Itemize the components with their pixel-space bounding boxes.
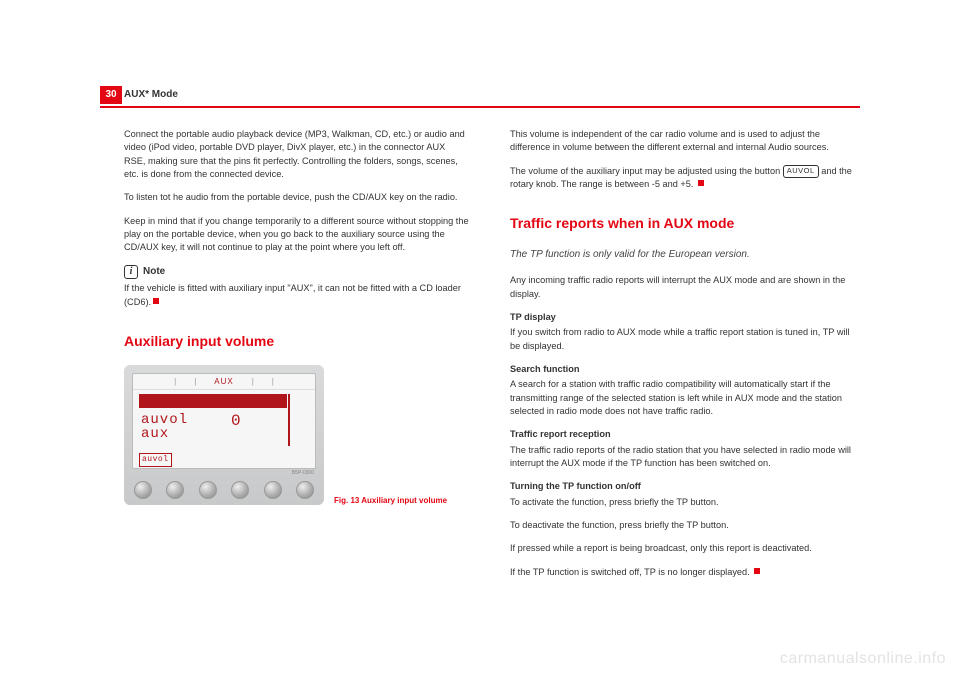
end-marker-icon <box>698 180 704 186</box>
watermark: carmanualsonline.info <box>780 650 946 668</box>
highlight-bar <box>139 394 287 408</box>
knob-icon <box>166 481 184 499</box>
section-subtitle: The TP function is only valid for the Eu… <box>510 248 855 263</box>
tab-aux: AUX <box>214 376 233 388</box>
body-text: Any incoming traffic radio reports will … <box>510 274 855 301</box>
body-text: To activate the function, press briefly … <box>510 496 855 509</box>
knob-icon <box>264 481 282 499</box>
sub-heading: TP display <box>510 311 855 324</box>
screen-main: auvol 0 aux <box>133 390 315 452</box>
body-text: A search for a station with traffic radi… <box>510 378 855 418</box>
note-label: Note <box>143 265 165 280</box>
screen-vbar <box>288 394 290 446</box>
body-text: This volume is independent of the car ra… <box>510 128 855 155</box>
body-text: The traffic radio reports of the radio s… <box>510 444 855 471</box>
screen-softkeys: auvol <box>133 452 315 468</box>
section-heading: Traffic reports when in AUX mode <box>510 213 855 233</box>
info-icon: i <box>124 265 138 279</box>
button-label-auvol: AUVOL <box>783 165 819 178</box>
radio-figure: | | AUX | | auvol 0 aux auvol <box>124 365 324 505</box>
sub-heading: Turning the TP function on/off <box>510 480 855 493</box>
knob-icon <box>231 481 249 499</box>
body-text: If the TP function is switched off, TP i… <box>510 566 855 579</box>
end-marker-icon <box>754 568 760 574</box>
softkey-auvol: auvol <box>139 453 172 467</box>
figure-code: B5P-0300 <box>292 470 314 477</box>
note-body: If the vehicle is fitted with auxiliary … <box>124 283 461 306</box>
body-text: To listen tot he audio from the portable… <box>124 191 469 204</box>
radio-screen: | | AUX | | auvol 0 aux auvol <box>132 373 316 469</box>
knob-icon <box>199 481 217 499</box>
section-header: AUX* Mode <box>124 89 178 100</box>
knob-icon <box>296 481 314 499</box>
knob-row <box>134 481 314 499</box>
screen-value: 0 <box>231 410 241 433</box>
figure-caption: Fig. 13 Auxiliary input volume <box>334 496 454 506</box>
note-heading: i Note <box>124 265 469 280</box>
header-rule <box>100 106 860 108</box>
left-column: Connect the portable audio playback devi… <box>124 128 469 507</box>
section-heading: Auxiliary input volume <box>124 331 469 351</box>
tab-divider: | <box>272 376 274 388</box>
right-column: This volume is independent of the car ra… <box>510 128 855 589</box>
tab-divider: | <box>252 376 254 388</box>
manual-page: 30 AUX* Mode Connect the portable audio … <box>0 0 960 678</box>
body-text: If you switch from radio to AUX mode whi… <box>510 326 855 353</box>
body-text: If pressed while a report is being broad… <box>510 542 855 555</box>
screen-text-aux: aux <box>141 424 169 444</box>
body-text: The volume of the auxiliary input may be… <box>510 165 855 192</box>
knob-icon <box>134 481 152 499</box>
body-text: To deactivate the function, press briefl… <box>510 519 855 532</box>
screen-tabs: | | AUX | | <box>133 374 315 390</box>
sub-heading: Traffic report reception <box>510 428 855 441</box>
page-number-tab: 30 <box>100 86 122 104</box>
body-text: Keep in mind that if you change temporar… <box>124 215 469 255</box>
tab-divider: | <box>174 376 176 388</box>
body-text-part: The volume of the auxiliary input may be… <box>510 166 783 176</box>
body-text: Connect the portable audio playback devi… <box>124 128 469 181</box>
tab-divider: | <box>194 376 196 388</box>
sub-heading: Search function <box>510 363 855 376</box>
note-text: If the vehicle is fitted with auxiliary … <box>124 282 469 309</box>
figure-container: | | AUX | | auvol 0 aux auvol <box>124 365 469 507</box>
end-marker-icon <box>153 298 159 304</box>
body-text-part: If the TP function is switched off, TP i… <box>510 567 750 577</box>
